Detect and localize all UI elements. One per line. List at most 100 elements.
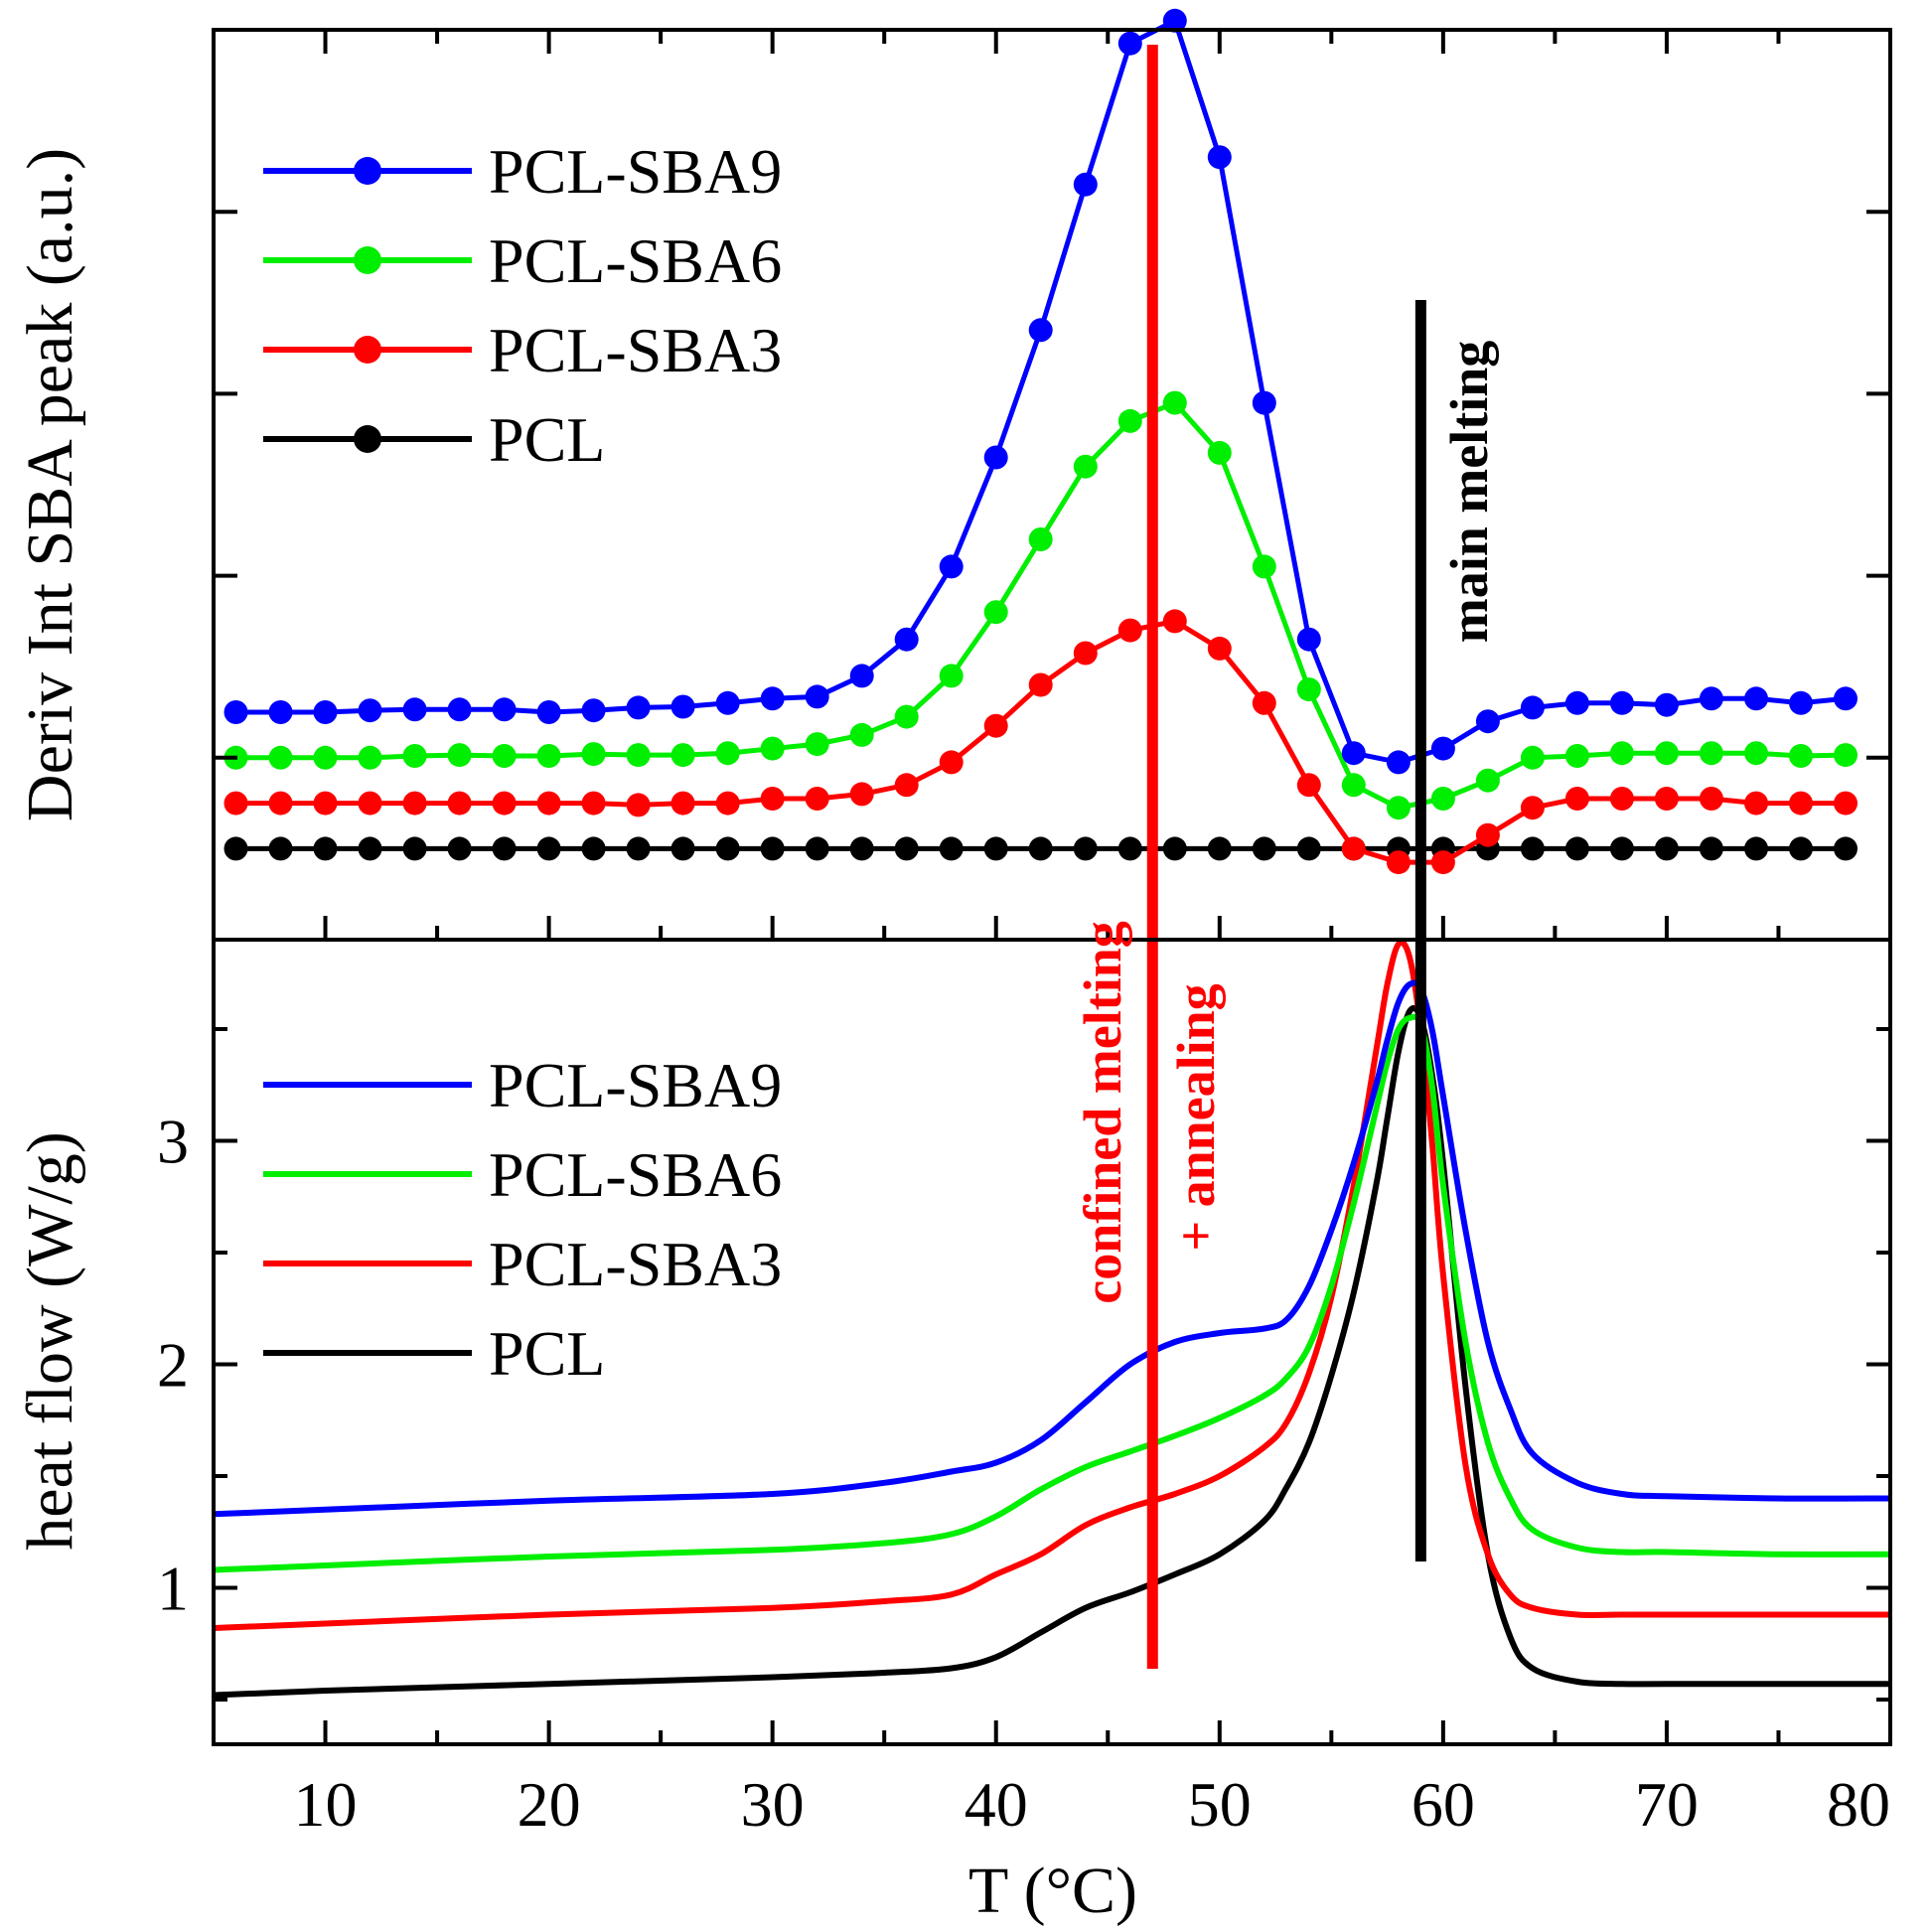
top-series-3-point-19: [1073, 836, 1098, 861]
top-series-3-point-32: [1654, 836, 1679, 861]
top-y-axis-title: Deriv Int SBA peak (a.u.): [14, 148, 86, 821]
bottom-series-curve-0: [213, 979, 1891, 1518]
top-series-3-point-15: [894, 836, 919, 861]
top-series-2-point-2: [313, 791, 338, 816]
top-series-0-point-35: [1789, 690, 1813, 715]
top-series-0-point-34: [1744, 686, 1768, 711]
top-series-0-point-29: [1520, 695, 1545, 720]
top-series-0-point-19: [1073, 172, 1098, 197]
top-series-1-point-20: [1117, 408, 1142, 433]
top-series-0-point-12: [760, 686, 785, 711]
top-series-1-point-4: [402, 744, 427, 768]
top-series-0-point-8: [581, 698, 606, 723]
top-series-3-point-1: [268, 836, 293, 861]
top-series-0-point-6: [492, 697, 517, 722]
top-series-3-point-36: [1834, 836, 1858, 861]
top-series-2-point-34: [1744, 791, 1768, 816]
top-series-3-point-3: [358, 836, 382, 861]
top-series-2-point-18: [1028, 672, 1053, 697]
top-series-0-point-5: [447, 697, 472, 722]
top-series-2-point-28: [1475, 822, 1500, 847]
top-series-3-point-17: [983, 836, 1008, 861]
top-series-2-point-26: [1386, 850, 1411, 875]
top-series-1-point-1: [268, 745, 293, 770]
top-series-0-point-30: [1564, 690, 1589, 715]
top-series-2-point-12: [760, 787, 785, 811]
top-series-1-point-32: [1654, 741, 1679, 766]
top-series-3-point-13: [805, 836, 829, 861]
top-series-3-point-9: [626, 836, 651, 861]
top-series-2-point-5: [447, 791, 472, 816]
top-series-2-point-10: [670, 791, 695, 816]
top-series-3-point-5: [447, 836, 472, 861]
bottom-legend: PCL-SBA9 PCL-SBA6 PCL-SBA3 PCL: [263, 1050, 782, 1389]
top-legend-label-3: PCL: [489, 404, 605, 475]
top-series-3-point-14: [849, 836, 874, 861]
top-series-1-point-27: [1430, 787, 1455, 811]
top-series-3-point-4: [402, 836, 427, 861]
top-series-0-point-33: [1699, 686, 1723, 711]
top-series-2-point-1: [268, 791, 293, 816]
top-series-2-point-13: [805, 787, 829, 811]
top-series-0-point-24: [1296, 627, 1321, 652]
top-series-1-point-5: [447, 743, 472, 768]
top-series-1-point-16: [939, 664, 964, 688]
x-tick-label-80: 80: [1827, 1769, 1890, 1840]
top-series-1-point-10: [670, 743, 695, 768]
top-legend-label-0: PCL-SBA9: [489, 136, 782, 207]
top-series-2-point-23: [1252, 690, 1276, 715]
top-series-2-point-24: [1296, 773, 1321, 798]
top-series-1-point-29: [1520, 745, 1545, 770]
top-series-2-point-25: [1341, 836, 1366, 861]
top-series-2-point-33: [1699, 787, 1723, 811]
x-tick-label-50: 50: [1188, 1769, 1252, 1840]
top-series-1-point-19: [1073, 454, 1098, 479]
top-series-1-point-8: [581, 742, 606, 767]
top-series-3-point-2: [313, 836, 338, 861]
top-series-0-point-4: [402, 697, 427, 722]
top-series-3-point-31: [1609, 836, 1634, 861]
top-series-0-point-21: [1162, 8, 1187, 33]
top-series-1-point-30: [1564, 744, 1589, 768]
top-series-2-point-15: [894, 773, 919, 798]
top-series-3-point-7: [536, 836, 561, 861]
top-series-3-point-0: [223, 836, 248, 861]
top-series-2-point-6: [492, 791, 517, 816]
top-series-0-point-13: [805, 684, 829, 709]
top-series-0-point-14: [849, 664, 874, 688]
top-series-0-point-32: [1654, 692, 1679, 717]
top-series-0-point-28: [1475, 709, 1500, 734]
top-series-1-point-12: [760, 736, 785, 761]
top-series-1-point-3: [358, 745, 382, 770]
x-tick-label-10: 10: [294, 1769, 358, 1840]
top-series-0-point-22: [1207, 145, 1232, 170]
top-series-2-point-7: [536, 791, 561, 816]
top-series-2-point-17: [983, 713, 1008, 738]
axis-ticks: [214, 28, 1890, 1744]
top-series-3-point-23: [1252, 836, 1276, 861]
top-series-2-point-32: [1654, 787, 1679, 811]
top-series-1-point-11: [715, 741, 740, 766]
top-panel-series: [223, 8, 1858, 875]
top-series-2-point-14: [849, 782, 874, 807]
top-series-2-point-36: [1834, 791, 1858, 816]
top-series-3-point-22: [1207, 836, 1232, 861]
bottom-legend-label-0: PCL-SBA9: [489, 1050, 782, 1120]
top-series-2-point-29: [1520, 796, 1545, 820]
top-series-2-point-0: [223, 791, 248, 816]
top-series-0-point-15: [894, 627, 919, 652]
top-series-3-point-30: [1564, 836, 1589, 861]
y-tick-label-3: 3: [157, 1107, 189, 1177]
axis-tick-labels: 10 20 30 40 50 60 70 80 1 2 3: [157, 1107, 1890, 1841]
top-series-2-point-19: [1073, 641, 1098, 666]
top-series-1-point-14: [849, 722, 874, 747]
bottom-legend-label-1: PCL-SBA6: [489, 1139, 782, 1210]
bottom-legend-label-2: PCL-SBA3: [489, 1229, 782, 1299]
top-series-0-point-18: [1028, 318, 1053, 343]
annotation-annealing: + annealing: [1166, 983, 1226, 1251]
top-legend-marker-0: [354, 157, 381, 185]
top-series-0-point-9: [626, 695, 651, 720]
top-series-1-point-21: [1162, 390, 1187, 415]
x-axis-title: T (°C): [968, 1855, 1137, 1927]
top-series-2-point-8: [581, 791, 606, 816]
